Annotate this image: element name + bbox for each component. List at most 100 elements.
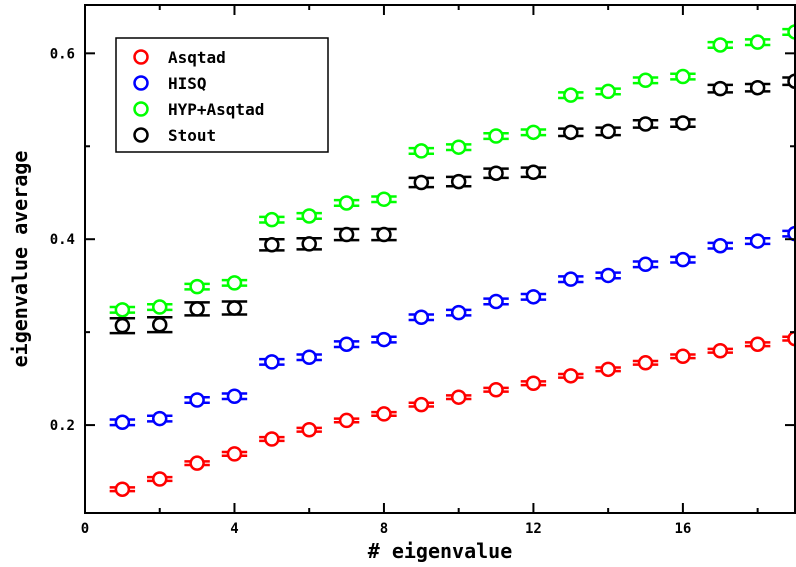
data-point bbox=[151, 410, 168, 427]
data-point bbox=[226, 275, 243, 291]
data-point bbox=[637, 116, 654, 132]
data-point bbox=[264, 237, 280, 253]
data-point bbox=[712, 237, 729, 254]
data-point bbox=[338, 412, 355, 429]
data-point bbox=[114, 481, 131, 497]
legend-label: Asqtad bbox=[168, 48, 226, 67]
data-point bbox=[151, 299, 168, 315]
series-hisq bbox=[109, 225, 796, 431]
data-point bbox=[563, 87, 579, 103]
data-point bbox=[525, 124, 542, 141]
series-hyp-asqtad bbox=[109, 24, 796, 318]
data-point bbox=[189, 301, 205, 317]
data-point bbox=[488, 293, 504, 310]
data-point bbox=[301, 421, 317, 438]
data-point bbox=[450, 173, 467, 190]
data-point bbox=[488, 128, 504, 144]
data-point bbox=[675, 251, 691, 268]
legend-marker bbox=[133, 75, 149, 91]
data-point bbox=[189, 455, 205, 471]
data-point bbox=[637, 72, 654, 89]
data-point bbox=[563, 368, 579, 384]
data-point bbox=[488, 382, 504, 398]
data-point bbox=[637, 355, 654, 371]
legend: Asqtad HISQ HYP+Asqtad Stout bbox=[115, 37, 329, 153]
data-point bbox=[151, 316, 168, 333]
legend-item: HISQ bbox=[133, 74, 207, 93]
data-point bbox=[114, 414, 131, 431]
data-point bbox=[413, 174, 430, 191]
data-point bbox=[114, 317, 131, 334]
data-point bbox=[488, 165, 504, 181]
data-point bbox=[264, 354, 280, 370]
legend-item: Asqtad bbox=[133, 48, 226, 67]
legend-label: Stout bbox=[168, 126, 216, 145]
plot-frame bbox=[84, 4, 796, 514]
data-point bbox=[675, 115, 691, 131]
data-point bbox=[525, 164, 542, 181]
data-point bbox=[712, 342, 729, 359]
data-point bbox=[712, 37, 729, 53]
data-point bbox=[226, 300, 243, 316]
data-point bbox=[338, 195, 355, 211]
data-point bbox=[749, 233, 766, 249]
data-point bbox=[376, 226, 392, 243]
data-point bbox=[301, 208, 317, 224]
x-tick-label: 4 bbox=[230, 521, 238, 537]
data-point bbox=[376, 191, 392, 207]
data-point bbox=[600, 267, 616, 284]
data-point bbox=[338, 226, 355, 243]
plot-area bbox=[109, 24, 796, 497]
data-point bbox=[114, 302, 131, 318]
data-point bbox=[264, 431, 280, 447]
data-point bbox=[226, 446, 243, 462]
data-point bbox=[600, 83, 616, 100]
data-point bbox=[413, 396, 430, 413]
x-tick-label: 16 bbox=[674, 521, 691, 537]
data-point bbox=[600, 123, 616, 140]
data-point bbox=[563, 271, 579, 287]
series-stout bbox=[109, 73, 796, 335]
data-point bbox=[675, 348, 691, 365]
data-point bbox=[525, 289, 542, 305]
legend-marker bbox=[133, 127, 149, 143]
data-point bbox=[151, 471, 168, 487]
data-point bbox=[189, 392, 205, 408]
data-point bbox=[264, 211, 280, 228]
legend-item: HYP+Asqtad bbox=[133, 100, 264, 119]
data-point bbox=[301, 349, 317, 365]
data-point bbox=[712, 80, 729, 97]
x-axis-title: # eigenvalue bbox=[368, 539, 513, 563]
data-point bbox=[637, 256, 654, 273]
x-tick-label: 0 bbox=[81, 521, 89, 537]
y-tick-label: 0.6 bbox=[50, 46, 75, 62]
x-tick-label: 8 bbox=[380, 521, 388, 537]
legend-item: Stout bbox=[133, 126, 216, 145]
x-tick-label: 12 bbox=[525, 521, 542, 537]
data-point bbox=[600, 361, 616, 378]
data-point bbox=[338, 336, 355, 352]
data-point bbox=[749, 79, 766, 96]
y-tick-label: 0.2 bbox=[50, 418, 75, 434]
data-point bbox=[376, 331, 392, 348]
legend-box bbox=[115, 37, 329, 153]
data-point bbox=[301, 236, 317, 252]
axis-ticks: 0 4 8 12 16 0.2 0.4 0.6 bbox=[50, 5, 795, 537]
data-point bbox=[749, 34, 766, 50]
data-point bbox=[749, 336, 766, 352]
data-point bbox=[413, 143, 430, 159]
legend-marker bbox=[133, 49, 149, 65]
data-point bbox=[675, 68, 691, 85]
data-point bbox=[376, 406, 392, 422]
data-point bbox=[189, 278, 205, 295]
data-point bbox=[450, 139, 467, 155]
series-asqtad bbox=[109, 330, 796, 497]
data-point bbox=[450, 389, 467, 405]
data-point bbox=[413, 309, 430, 326]
y-tick-label: 0.4 bbox=[50, 232, 75, 248]
data-point bbox=[563, 124, 579, 141]
legend-marker bbox=[133, 101, 149, 117]
y-axis-title: eigenvalue average bbox=[8, 151, 32, 368]
data-point bbox=[525, 375, 542, 392]
